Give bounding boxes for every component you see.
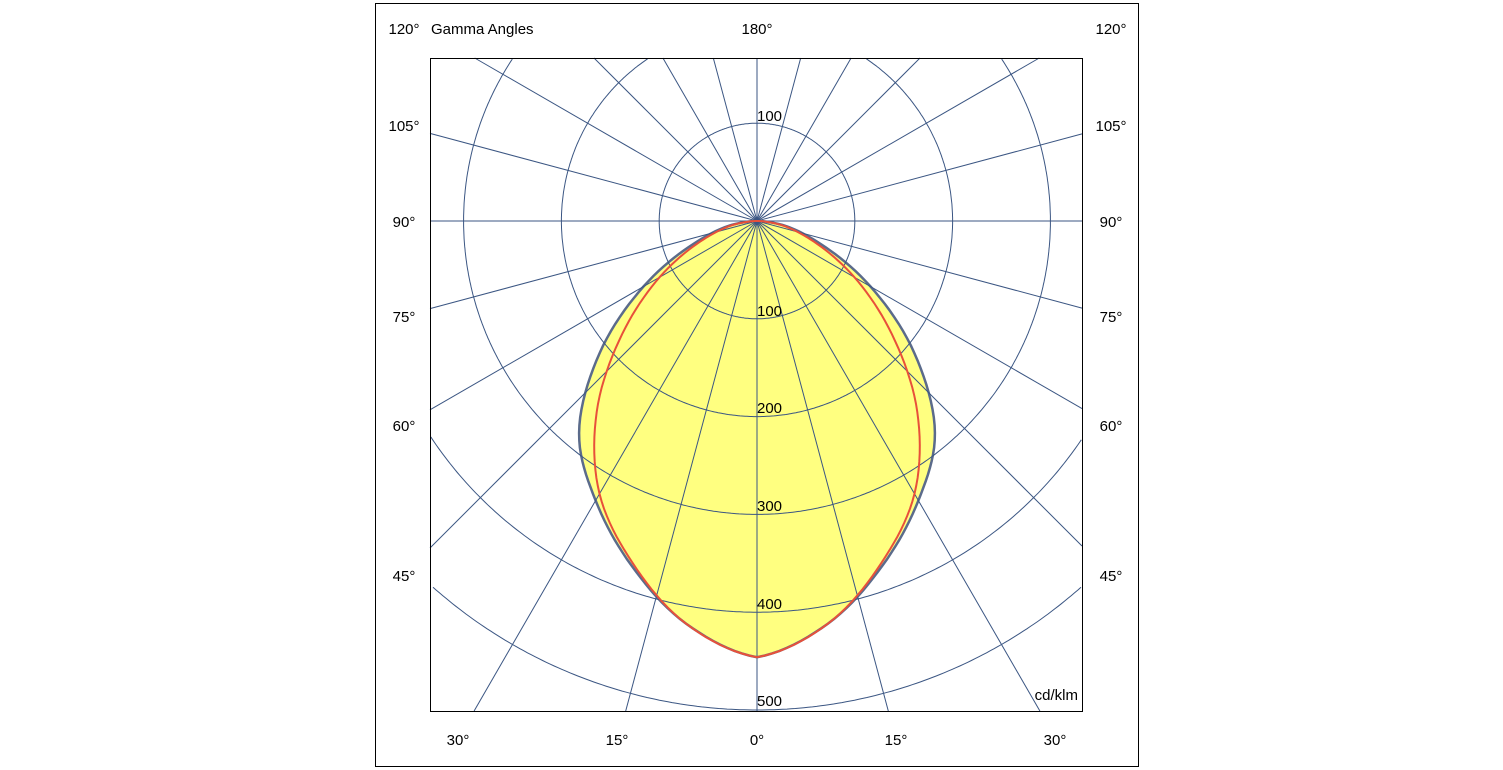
grid-radial-line xyxy=(429,132,758,222)
grid-radial-line xyxy=(473,220,758,712)
bottom-angle-label: 30° xyxy=(447,732,470,749)
grid-radial-line xyxy=(625,220,758,712)
left-angle-label: 75° xyxy=(393,309,416,326)
right-angle-label: 90° xyxy=(1100,214,1123,231)
right-angle-label: 60° xyxy=(1100,418,1123,435)
grid-radial-line xyxy=(756,57,852,222)
left-angle-label: 105° xyxy=(388,118,419,135)
grid-radial-line xyxy=(593,57,758,222)
grid-radial-line xyxy=(756,220,1083,410)
plot-frame xyxy=(430,58,1083,712)
left-angle-label: 45° xyxy=(393,568,416,585)
radial-tick-label-top: 100 xyxy=(757,108,782,125)
grid-radial-line xyxy=(429,220,758,549)
grid-radial-line xyxy=(756,220,1041,712)
chart-title: Gamma Angles xyxy=(431,21,534,38)
radial-tick-label: 400 xyxy=(757,596,782,613)
grid-radial-line xyxy=(756,57,921,222)
right-angle-label: 105° xyxy=(1095,118,1126,135)
grid-radial-line xyxy=(429,220,758,310)
left-angle-label: 60° xyxy=(393,418,416,435)
left-angle-label: 120° xyxy=(388,21,419,38)
top-angle-label: 180° xyxy=(741,21,772,38)
radial-tick-label: 500 xyxy=(757,693,782,710)
grid-radial-line xyxy=(474,57,758,222)
radial-tick-label: 300 xyxy=(757,498,782,515)
grid-radial-line xyxy=(756,220,1083,547)
grid-radial-line xyxy=(429,220,758,411)
grid-radial-line xyxy=(756,220,1083,309)
grid-circle xyxy=(430,436,1082,613)
curve-c90-c270 xyxy=(593,220,921,659)
bottom-angle-label: 0° xyxy=(750,732,764,749)
left-angle-label: 90° xyxy=(393,214,416,231)
bottom-angle-label: 15° xyxy=(885,732,908,749)
grid-circle xyxy=(560,58,954,418)
radial-tick-label: 200 xyxy=(757,400,782,417)
grid-circle xyxy=(432,586,1082,711)
overlay-curves xyxy=(593,220,921,659)
grid-radial-line xyxy=(756,57,802,222)
right-angle-label: 45° xyxy=(1100,568,1123,585)
unit-label: cd/klm xyxy=(1035,687,1078,704)
polar-grid xyxy=(429,57,1083,712)
bottom-angle-label: 15° xyxy=(606,732,629,749)
grid-radial-line xyxy=(756,220,889,712)
right-angle-label: 75° xyxy=(1100,309,1123,326)
grid-circle xyxy=(463,58,1051,515)
right-angle-label: 120° xyxy=(1095,21,1126,38)
grid-radial-line xyxy=(756,133,1083,222)
bottom-angle-label: 30° xyxy=(1044,732,1067,749)
grid-radial-line xyxy=(712,57,758,222)
radial-tick-label: 100 xyxy=(757,303,782,320)
grid-radial-line xyxy=(756,57,1040,222)
grid-radial-line xyxy=(662,57,758,222)
